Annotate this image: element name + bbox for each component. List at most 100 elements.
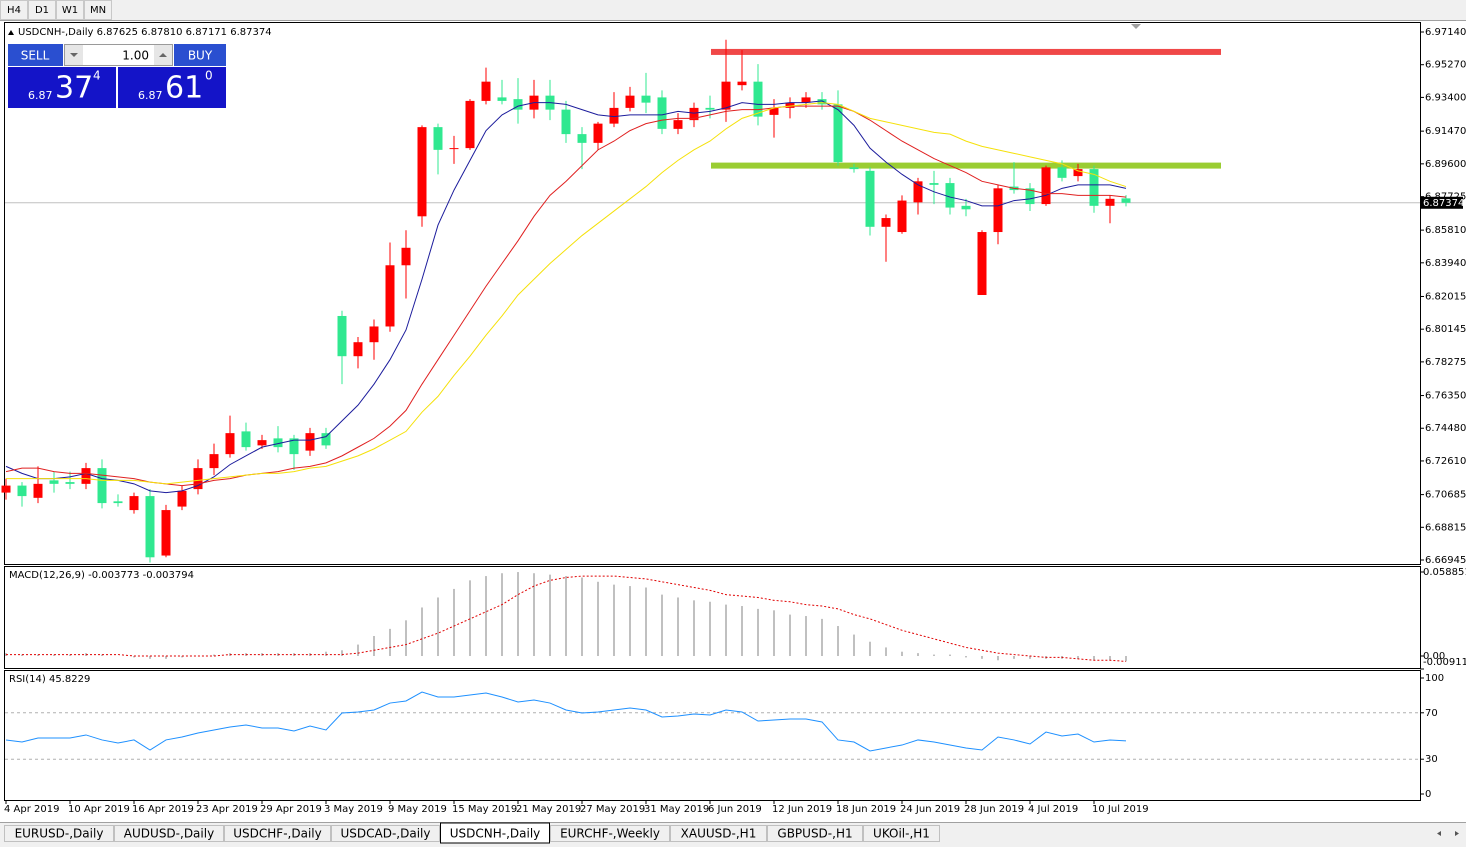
candle-body	[513, 99, 523, 110]
symbol-tab[interactable]	[4, 825, 114, 842]
x-tick-label: 6 Jun 2019	[708, 804, 762, 815]
candle-body	[289, 438, 299, 455]
candle-body	[673, 120, 683, 129]
candle-body	[721, 81, 731, 110]
y-tick-label: 6.95270	[1425, 60, 1466, 71]
candle-body	[321, 433, 331, 446]
y-tick-label: 0	[1425, 789, 1431, 800]
timeframe-label: D1	[35, 5, 49, 16]
candle-body	[497, 97, 507, 101]
y-tick-label: 70	[1425, 708, 1438, 719]
symbol-tab[interactable]	[224, 825, 331, 842]
candle-body	[561, 109, 571, 135]
sell-button[interactable]	[8, 44, 63, 66]
candle-body	[625, 95, 635, 108]
candle-body	[241, 431, 251, 448]
rsi-title: RSI(14) 45.8229	[9, 674, 90, 685]
symbol-tab-label: XAUUSD-,H1	[681, 827, 757, 841]
sell-label: SELL	[21, 49, 50, 63]
sell-price-box[interactable]	[8, 67, 116, 108]
candle-body	[1089, 169, 1099, 206]
candle-body	[193, 468, 203, 490]
x-tick-label: 27 May 2019	[580, 804, 645, 815]
x-tick-label: 31 May 2019	[644, 804, 709, 815]
candle-body	[433, 127, 443, 150]
y-tick-label: 6.66945	[1425, 555, 1466, 566]
candle-body	[897, 200, 907, 233]
symbol-tab-label: AUDUSD-,Daily	[124, 827, 214, 841]
y-tick-label: 6.83940	[1425, 258, 1466, 269]
candle-body	[1121, 198, 1131, 203]
horizontal-level	[711, 162, 1221, 169]
buy-price-box[interactable]	[118, 67, 226, 108]
candle-body	[465, 100, 475, 149]
candle-body	[1, 485, 11, 493]
symbol-tab[interactable]	[114, 825, 224, 842]
y-tick-label: 100	[1425, 673, 1444, 684]
timeframe-button[interactable]	[0, 0, 28, 20]
candle-body	[817, 99, 827, 105]
sell-price-small: 4	[93, 69, 101, 83]
symbol-tab-label: USDCNH-,Daily	[450, 827, 541, 841]
candle-body	[417, 127, 427, 217]
symbol-tab[interactable]	[550, 825, 670, 842]
x-tick-label: 9 May 2019	[388, 804, 447, 815]
moving-average	[5, 100, 1127, 494]
rsi-panel	[4, 670, 1421, 801]
symbol-tab[interactable]	[670, 825, 767, 842]
candle-body	[337, 315, 347, 357]
timeframe-button[interactable]	[84, 0, 112, 20]
candle-body	[689, 107, 699, 121]
symbol-tab-label: EURCHF-,Weekly	[560, 827, 660, 841]
symbol-tab[interactable]	[863, 825, 940, 842]
candle-body	[481, 81, 491, 101]
timeframe-button[interactable]	[56, 0, 84, 20]
buy-button[interactable]	[174, 44, 226, 66]
x-tick-label: 24 Jun 2019	[900, 804, 960, 815]
price-panel	[4, 22, 1421, 565]
candle-body	[145, 496, 155, 558]
symbol-tab[interactable]	[331, 825, 440, 842]
x-tick-label: 4 Apr 2019	[4, 804, 59, 815]
candle-body	[257, 440, 267, 446]
candle-body	[753, 81, 763, 117]
lot-input[interactable]	[64, 44, 173, 66]
candle-body	[225, 433, 235, 455]
y-tick-label: 6.85810	[1425, 225, 1466, 236]
x-tick-label: 18 Jun 2019	[836, 804, 896, 815]
candle-body	[865, 170, 875, 227]
timeframe-button[interactable]	[28, 0, 56, 20]
symbol-tab-label: GBPUSD-,H1	[777, 827, 852, 841]
candle-body	[881, 218, 891, 227]
sell-price-big: 37	[55, 71, 93, 106]
x-tick-label: 10 Jul 2019	[1092, 804, 1149, 815]
y-tick-label: 6.70685	[1425, 490, 1466, 501]
x-tick-label: 21 May 2019	[516, 804, 581, 815]
macd-title: MACD(12,26,9) -0.003773 -0.003794	[9, 570, 194, 581]
candle-body	[705, 107, 715, 110]
y-tick-label: 6.74480	[1425, 423, 1466, 434]
tab-scroll-right[interactable]	[1455, 831, 1459, 836]
x-tick-label: 3 May 2019	[324, 804, 383, 815]
candle-body	[273, 438, 283, 448]
candle-body	[81, 468, 91, 484]
lot-down-icon	[70, 53, 78, 57]
y-tick-label: 6.68815	[1425, 522, 1466, 533]
moving-average	[6, 102, 1127, 485]
candle-body	[961, 205, 971, 210]
candle-body	[65, 482, 75, 484]
chart-shift-marker[interactable]	[1131, 24, 1141, 29]
y-tick-label: 30	[1425, 754, 1438, 765]
lot-value: 1.00	[122, 49, 149, 63]
candle-body	[833, 104, 843, 163]
y-tick-label: 0.058851	[1423, 567, 1466, 578]
candle-body	[129, 496, 139, 511]
macd-signal	[6, 575, 1127, 662]
tab-scroll-left[interactable]	[1437, 831, 1441, 836]
y-tick-label: 6.93400	[1425, 92, 1466, 103]
x-tick-label: 15 May 2019	[452, 804, 517, 815]
candle-body	[1025, 188, 1035, 205]
symbol-tab[interactable]	[767, 825, 863, 842]
symbol-tab[interactable]	[440, 822, 550, 844]
